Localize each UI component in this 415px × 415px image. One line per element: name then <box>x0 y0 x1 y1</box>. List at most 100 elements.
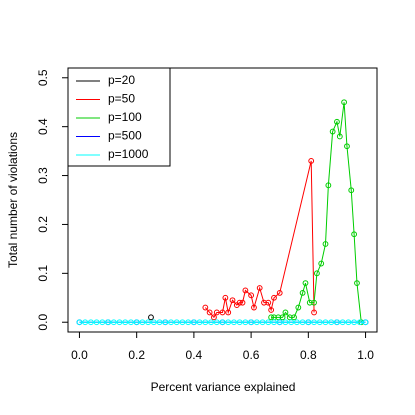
point <box>222 294 229 301</box>
point <box>150 319 157 326</box>
point <box>116 319 123 326</box>
x-tick-label: 0.6 <box>243 348 260 362</box>
y-tick-label: 0.1 <box>36 265 50 282</box>
point <box>248 319 255 326</box>
point <box>344 143 350 150</box>
legend-box <box>67 67 171 167</box>
point <box>219 309 226 316</box>
y-tick-label: 0.3 <box>36 167 50 184</box>
point <box>282 319 289 326</box>
point <box>299 319 306 326</box>
point <box>242 319 249 326</box>
point <box>345 319 352 326</box>
point <box>265 319 272 326</box>
point <box>190 319 197 326</box>
point <box>82 319 89 326</box>
point <box>219 319 226 326</box>
point <box>311 299 317 306</box>
x-axis-label: Percent variance explained <box>151 380 296 394</box>
series-line <box>271 102 362 323</box>
legend-label: p=50 <box>108 92 135 106</box>
point <box>202 319 209 326</box>
point <box>306 299 313 306</box>
series-line <box>204 160 315 319</box>
point <box>348 187 355 194</box>
point <box>179 319 186 326</box>
point <box>316 319 323 326</box>
y-tick-label: 0.4 <box>36 118 50 135</box>
point <box>362 319 369 326</box>
plot-frame <box>67 67 378 333</box>
point <box>291 314 297 321</box>
point <box>93 319 100 326</box>
point <box>236 319 243 326</box>
point <box>336 133 343 140</box>
point <box>225 319 232 326</box>
point <box>314 270 320 277</box>
point <box>271 319 277 326</box>
x-tick-label: 0.2 <box>128 348 145 362</box>
point <box>139 319 146 326</box>
point <box>341 99 347 106</box>
y-tick-label: 0.2 <box>36 216 50 233</box>
point <box>351 319 358 326</box>
point <box>334 319 340 326</box>
legend-label: p=1000 <box>108 147 149 161</box>
point <box>299 289 306 296</box>
point <box>148 314 154 321</box>
point <box>253 319 260 326</box>
point <box>265 299 272 306</box>
point <box>259 319 266 326</box>
point <box>87 319 94 326</box>
point <box>302 280 309 287</box>
point <box>351 231 358 238</box>
point <box>242 287 249 294</box>
x-tick-label: 1.0 <box>357 348 374 362</box>
point <box>328 319 335 326</box>
point <box>231 319 237 326</box>
point <box>156 319 163 326</box>
point <box>202 304 209 311</box>
point <box>305 319 312 326</box>
point <box>288 319 295 326</box>
point <box>295 304 302 311</box>
legend-label: p=20 <box>108 73 135 87</box>
point <box>339 319 346 326</box>
point <box>229 297 236 304</box>
point <box>271 294 277 301</box>
point <box>211 314 217 321</box>
point <box>268 307 275 313</box>
point <box>128 319 134 326</box>
point <box>185 319 192 326</box>
point <box>256 285 263 291</box>
point <box>276 319 283 326</box>
x-tick-label: 0.0 <box>71 348 88 362</box>
point <box>76 319 83 326</box>
point <box>354 280 360 287</box>
point <box>248 292 255 299</box>
point <box>145 319 152 326</box>
point <box>282 309 289 316</box>
point <box>122 319 129 326</box>
point <box>311 309 317 316</box>
point <box>105 319 111 326</box>
x-tick-label: 0.4 <box>186 348 203 362</box>
point <box>168 319 174 326</box>
point <box>173 319 180 326</box>
point <box>239 299 246 306</box>
point <box>268 314 275 321</box>
point <box>196 319 203 326</box>
point <box>334 118 340 125</box>
x-tick-label: 0.8 <box>300 348 317 362</box>
point <box>110 319 117 326</box>
point <box>325 182 332 189</box>
point <box>308 157 315 164</box>
y-axis-label: Total number of violations <box>6 132 20 268</box>
point <box>356 319 363 326</box>
point <box>133 319 140 326</box>
point <box>213 309 220 316</box>
point <box>318 260 325 267</box>
point <box>251 304 257 311</box>
point <box>329 128 336 135</box>
